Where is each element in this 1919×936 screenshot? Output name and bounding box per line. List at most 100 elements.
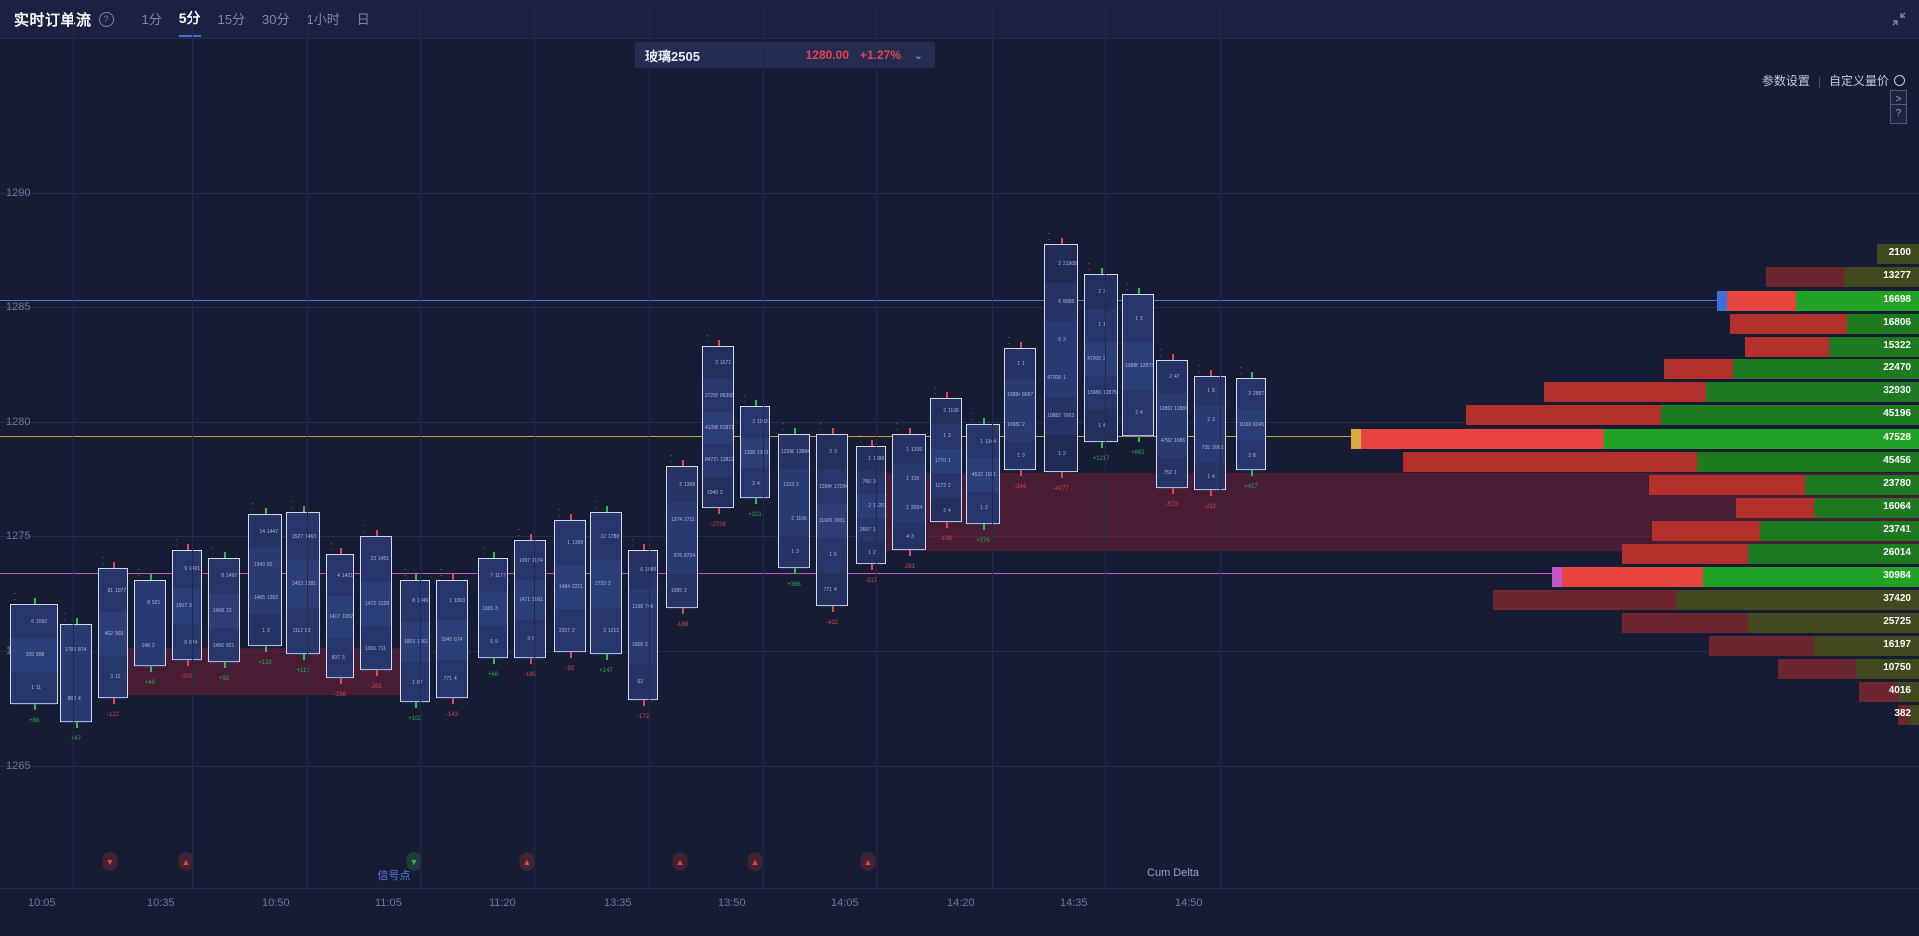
volume-profile-row[interactable]: 15322 xyxy=(1499,337,1919,357)
footprint-cell-row xyxy=(967,425,999,459)
volume-profile-row[interactable]: 23780 xyxy=(1499,475,1919,495)
timeframe-tab-1小时[interactable]: 1小时 xyxy=(306,11,340,27)
bid-volume-cell: 771 xyxy=(823,586,832,593)
footprint-box: 8 1497 1458 13 1456 821 xyxy=(208,558,240,663)
ask-volume-cell: 12887 xyxy=(1174,406,1187,412)
collapse-arrows-icon[interactable] xyxy=(1891,11,1907,27)
volume-profile-row[interactable]: 45456 xyxy=(1403,452,1919,472)
volume-profile-row[interactable]: 37420 xyxy=(1493,590,1919,610)
timeframe-tab-日[interactable]: 日 xyxy=(356,11,370,27)
candle-delta-label: -573 xyxy=(1165,502,1179,508)
bid-volume-cell: 771 xyxy=(443,676,452,683)
timeframe-tab-15分[interactable]: 15分 xyxy=(217,11,246,27)
bid-volume-cell: 2 xyxy=(752,480,755,487)
bid-volume-cell: 1786 xyxy=(64,646,76,653)
candle-delta-label: -122 xyxy=(106,712,120,718)
timeframe-tab-1分[interactable]: 1分 xyxy=(141,11,162,27)
imbalance-dots: · · xyxy=(558,507,562,519)
volume-profile-row[interactable]: 26014 xyxy=(1499,544,1919,564)
bid-volume-cell: 41398 xyxy=(705,425,718,431)
symbol-selector[interactable]: 玻璃2505 1280.00 +1.27% ⌄ xyxy=(635,42,935,68)
ask-volume-cell: 3 xyxy=(1063,337,1066,343)
gridline xyxy=(0,193,1919,194)
volume-profile-row[interactable]: 4016 xyxy=(1499,682,1919,702)
chevron-down-icon[interactable]: ⌄ xyxy=(913,49,923,62)
timeframe-tab-30分[interactable]: 30分 xyxy=(262,11,290,27)
volume-profile-row[interactable]: 16806 xyxy=(1499,314,1919,334)
footprint-cell-row xyxy=(817,435,847,470)
footprint-box: 2 1368 1374 2711 976 8724 1085 2 xyxy=(666,466,698,609)
volume-profile-row[interactable]: 22470 xyxy=(1499,359,1919,379)
imbalance-dots: · · xyxy=(482,545,486,557)
footprint-cell-row xyxy=(931,498,961,523)
footprint-box: 1 1344 4532 1591 1 2 xyxy=(966,424,1000,525)
volume-profile-row[interactable]: 25725 xyxy=(1499,613,1919,633)
candle-delta-label: +112 xyxy=(296,668,310,674)
volume-profile-row[interactable]: 16064 xyxy=(1499,498,1919,518)
profile-buy-bar xyxy=(1910,705,1919,725)
bid-volume-cell: 735 xyxy=(1201,445,1210,452)
help-icon[interactable]: ? xyxy=(98,11,114,27)
profile-buy-bar xyxy=(1805,475,1919,495)
signal-marker-sell[interactable]: ▲ xyxy=(519,852,535,871)
bid-volume-cell: 12861 xyxy=(1159,406,1172,412)
signal-marker-sell[interactable]: ▲ xyxy=(672,852,688,871)
ask-volume-cell: 2 xyxy=(572,628,575,634)
volume-profile-row[interactable]: 16698 xyxy=(1499,291,1919,311)
help-panel-button[interactable]: ? xyxy=(1890,104,1907,124)
ask-volume-cell: 2 xyxy=(1063,451,1066,457)
volume-profile-row[interactable]: 2100 xyxy=(1499,244,1919,264)
bid-volume-cell: 1 xyxy=(906,475,909,482)
candle-delta-label: +437 xyxy=(1244,484,1258,490)
signal-marker-sell[interactable]: ▲ xyxy=(178,852,194,871)
volume-profile-row[interactable]: 13277 xyxy=(1499,267,1919,287)
footprint-cell-row xyxy=(401,662,429,703)
time-label: 14:20 xyxy=(947,897,975,909)
candle-delta-label: -201 xyxy=(369,684,383,690)
bid-volume-cell: 62 xyxy=(637,679,643,686)
imbalance-dots: · · xyxy=(64,611,68,623)
signal-markers[interactable]: ▼ ▲ ▼ ▲ ▲ ▲ ▲ xyxy=(0,848,1919,878)
footprint-cell-row xyxy=(931,399,961,424)
ask-volume-cell: 1401 xyxy=(189,566,201,573)
imbalance-dots: · · xyxy=(518,527,522,539)
custom-volume-price-button[interactable]: 自定义量价 xyxy=(1828,74,1889,88)
volume-profile-row[interactable]: 30984 xyxy=(1499,567,1919,587)
volume-profile-row[interactable]: 47528 xyxy=(1351,429,1919,449)
time-label: 14:35 xyxy=(1060,897,1088,909)
ask-volume-cell: 9 xyxy=(495,639,498,646)
volume-profile-row[interactable]: 16197 xyxy=(1499,636,1919,656)
gridline xyxy=(0,651,1919,652)
bid-volume-cell: 1374 xyxy=(670,517,682,524)
bid-volume-cell: 6 xyxy=(490,639,493,646)
footprint-cell-row xyxy=(1157,361,1187,393)
ask-volume-cell: 1497 xyxy=(226,573,238,580)
volume-profile-row[interactable]: 32930 xyxy=(1499,382,1919,402)
imbalance-dots: · · xyxy=(782,421,786,433)
footprint-cell-row xyxy=(1085,342,1117,376)
timeframe-tab-5分[interactable]: 5分 xyxy=(178,8,201,37)
volume-profile-row[interactable]: 45196 xyxy=(1466,405,1919,425)
param-settings-button[interactable]: 参数设置 xyxy=(1761,74,1810,88)
ask-volume-cell: 1363 xyxy=(757,450,769,456)
candle-delta-label: -92 xyxy=(565,666,575,672)
bid-volume-cell: 1 xyxy=(868,550,871,557)
footprint-cell-row xyxy=(515,619,545,659)
volume-profile-row[interactable]: 382 xyxy=(1499,705,1919,725)
ask-volume-cell: 1092 xyxy=(36,618,48,625)
volume-profile-row[interactable]: 23741 xyxy=(1499,521,1919,541)
signal-marker-sell[interactable]: ▼ xyxy=(102,852,118,871)
signal-marker-sell[interactable]: ▲ xyxy=(747,852,763,871)
ask-volume-cell: 746 xyxy=(645,604,657,610)
ask-volume-cell: 2 xyxy=(645,641,648,648)
footprint-cell-row xyxy=(327,637,353,679)
volume-profile-row[interactable]: 10750 xyxy=(1499,659,1919,679)
price-tick-label: 1265 xyxy=(6,760,31,772)
signal-marker-buy[interactable]: ▼ xyxy=(406,852,422,871)
signal-marker-sell[interactable]: ▲ xyxy=(860,852,876,871)
target-icon[interactable] xyxy=(1894,75,1905,86)
chart-plot-area[interactable]: 129012851280127512701265 · ·610922058981… xyxy=(0,88,1919,888)
profile-sell-bar xyxy=(1730,314,1847,334)
bid-volume-cell: 14 xyxy=(259,528,265,535)
ask-volume-cell: 1 xyxy=(873,526,876,533)
